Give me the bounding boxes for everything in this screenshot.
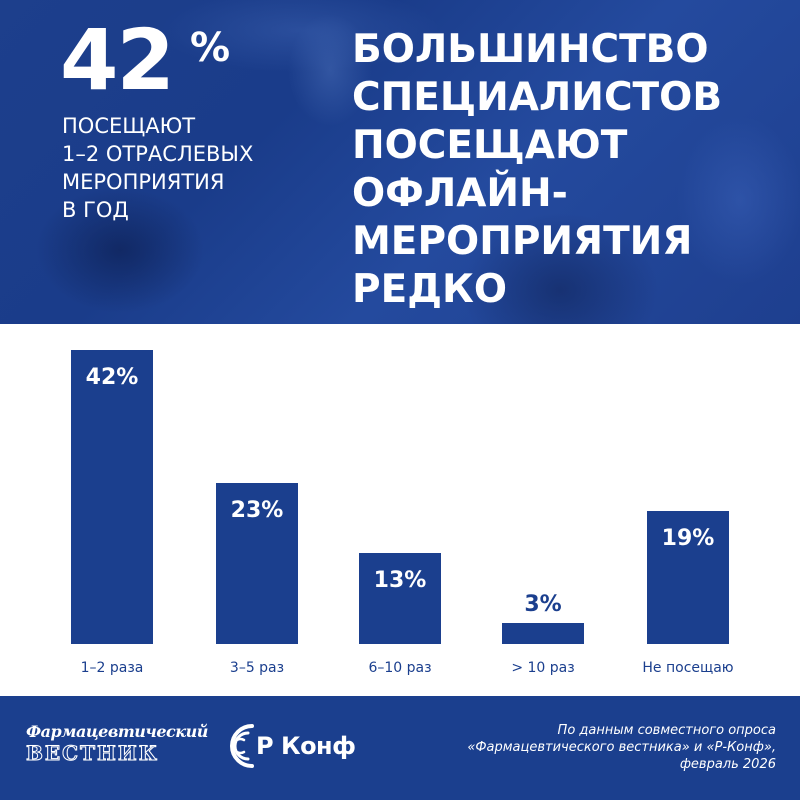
bar-value-label: 23%: [231, 498, 284, 523]
bar-1: [216, 483, 298, 644]
bar-chart-svg: 42% 1–2 раза 23% 3–5 раз 13% 6–10 раз 3% > 10 р…: [71, 350, 734, 676]
category-label: 3–5 раз: [230, 660, 284, 676]
subtitle-line: МЕРОПРИЯТИЯ: [62, 170, 225, 194]
header-banner: 42 % ПОСЕЩАЮТ 1–2 ОТРАСЛЕВЫХ МЕРОПРИЯТИЯ…: [0, 0, 800, 324]
bar-value-label: 19%: [662, 526, 715, 551]
big-percentage: 42: [60, 11, 175, 109]
footer: Фармацевтический ВЕСТНИК Р Конф По данны…: [0, 696, 800, 800]
subtitle-line: ПОСЕЩАЮТ: [62, 114, 196, 138]
subtitle-line: 1–2 ОТРАСЛЕВЫХ: [62, 142, 254, 166]
bar-0: [71, 350, 153, 644]
category-label: Не посещаю: [642, 660, 733, 676]
bar-2: [359, 553, 441, 644]
headline: БОЛЬШИНСТВО СПЕЦИАЛИСТОВ ПОСЕЩАЮТ ОФЛАЙН…: [352, 26, 792, 314]
source-line: По данным совместного опроса: [557, 723, 776, 738]
source-line: «Фармацевтического вестника» и «Р-Конф»,: [467, 740, 776, 755]
logo-line-top: Фармацевтический: [26, 722, 208, 741]
headline-line: МЕРОПРИЯТИЯ: [352, 219, 693, 264]
bar-value-label: 3%: [524, 592, 561, 617]
big-percentage-sign: %: [190, 25, 231, 71]
bar-3: [502, 623, 584, 644]
headline-line: БОЛЬШИНСТВО: [352, 27, 709, 72]
logo-line-bottom: ВЕСТНИК: [26, 741, 159, 765]
r-konf-logo-text: Р Конф: [256, 732, 356, 760]
headline-line: СПЕЦИАЛИСТОВ: [352, 75, 723, 120]
bar-value-label: 42%: [86, 365, 139, 390]
category-label: > 10 раз: [511, 660, 574, 676]
headline-line: ПОСЕЩАЮТ: [352, 123, 628, 168]
r-konf-arc-icon: [230, 724, 254, 768]
category-label: 1–2 раза: [81, 660, 144, 676]
bar-value-label: 13%: [374, 568, 427, 593]
category-label: 6–10 раз: [368, 660, 431, 676]
pharm-vestnik-logo: Фармацевтический ВЕСТНИК: [26, 722, 209, 765]
background-photo: [0, 0, 800, 324]
subtitle-line: В ГОД: [62, 198, 129, 222]
bar-4: [647, 511, 729, 644]
headline-line: РЕДКО: [352, 267, 507, 312]
bar-chart: 42% 1–2 раза 23% 3–5 раз 13% 6–10 раз 3% > 10 р…: [0, 324, 800, 696]
r-konf-logo: Р Конф: [222, 718, 362, 774]
source-note: По данным совместного опроса «Фармацевти…: [416, 722, 776, 773]
source-line: февраль 2026: [679, 757, 776, 772]
subtitle: ПОСЕЩАЮТ 1–2 ОТРАСЛЕВЫХ МЕРОПРИЯТИЯ В ГО…: [62, 112, 312, 224]
headline-line: ОФЛАЙН-: [352, 171, 568, 216]
